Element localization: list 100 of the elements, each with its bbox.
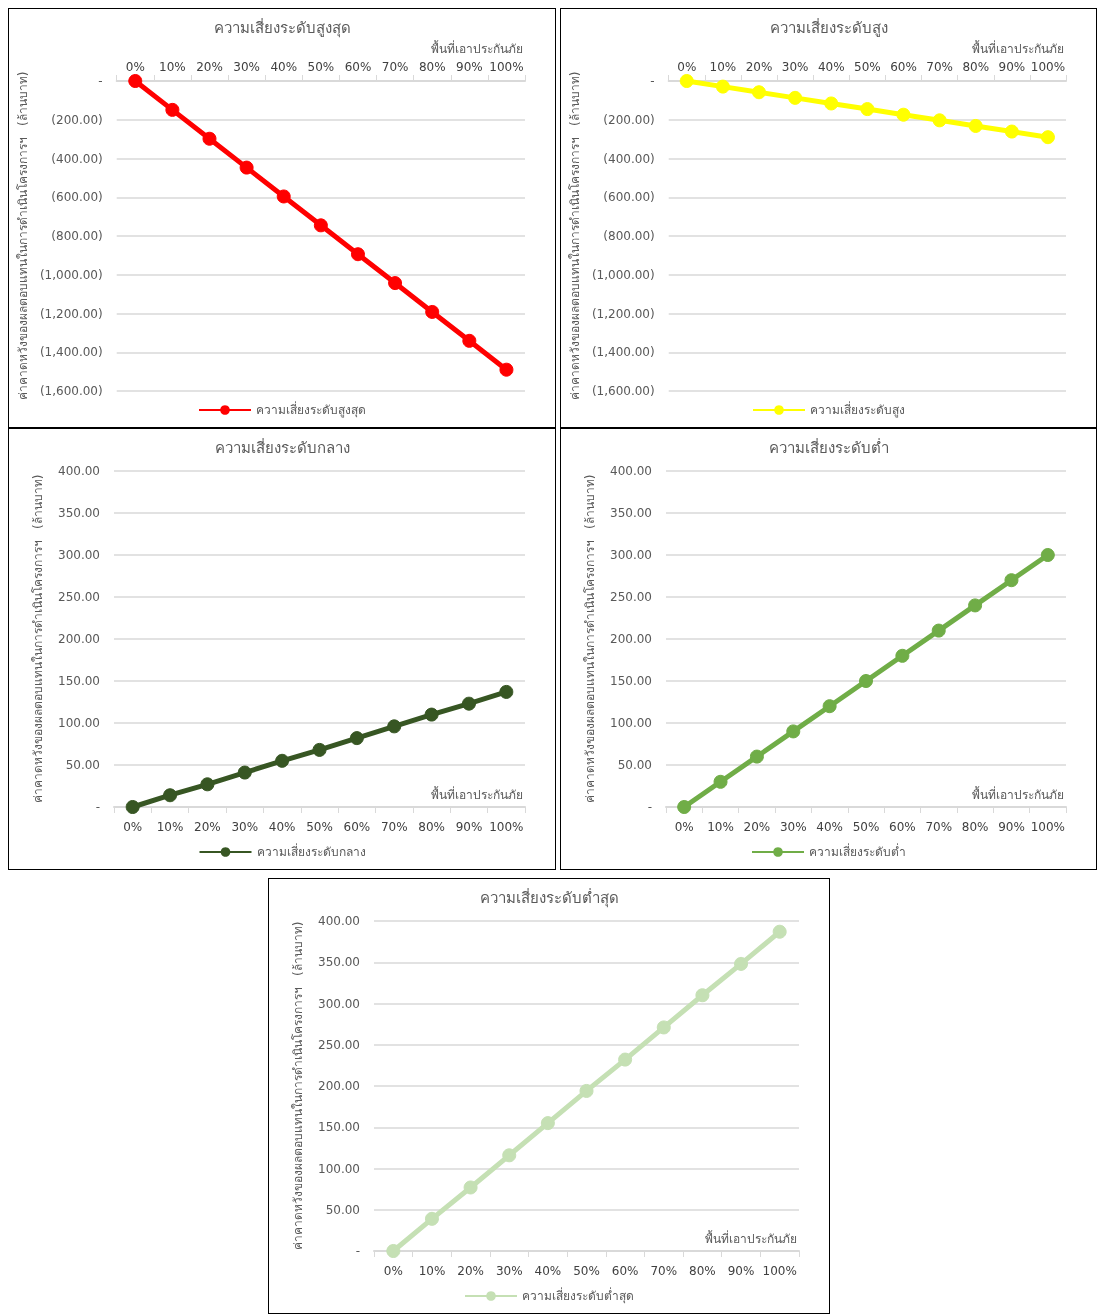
x-tick-label: 100% — [489, 820, 524, 834]
x-tick-label: 70% — [380, 820, 408, 834]
point — [772, 924, 787, 939]
y-tick-label: (600.00) — [51, 190, 103, 205]
x-tick-label: 50% — [306, 820, 333, 834]
point — [860, 102, 875, 117]
point — [313, 218, 328, 233]
y-tick-label: 300.00 — [58, 548, 100, 562]
legend-label: ความเสี่ยงระดับต่ำสุด — [522, 1287, 634, 1304]
point — [350, 247, 365, 262]
legend-label: ความเสี่ยงระดับกลาง — [256, 843, 366, 859]
x-tick-label: 70% — [925, 820, 953, 834]
point — [931, 623, 946, 638]
point — [424, 707, 439, 722]
point — [388, 276, 403, 291]
point — [859, 674, 873, 688]
y-tick-label: 250.00 — [318, 1037, 360, 1052]
x-tick-label: 20% — [745, 60, 773, 74]
point — [677, 800, 692, 814]
x-tick-label: 100% — [762, 1264, 797, 1278]
point — [386, 1244, 401, 1258]
chart-title: ความเสี่ยงระดับต่ำ — [768, 436, 889, 457]
y-tick-label: 100.00 — [318, 1161, 360, 1176]
y-tick-label: (400.00) — [603, 151, 655, 166]
y-axis-title: ค่าคาดหวังของผลตอบแทนในการดำเนินโครงการฯ (ล้านบาท) — [583, 474, 597, 804]
x-tick-label: 80% — [418, 820, 445, 834]
point — [237, 765, 252, 780]
y-tick-label: 150.00 — [610, 674, 652, 688]
x-tick-label: 30% — [779, 820, 807, 834]
point — [1040, 130, 1055, 145]
y-tick-label: 250.00 — [58, 590, 100, 604]
x-tick-label: 30% — [495, 1264, 523, 1278]
x-tick-label: 60% — [611, 1264, 639, 1278]
x-tick-label: 60% — [890, 60, 917, 74]
y-tick-label: (600.00) — [603, 190, 655, 205]
y-tick-label: 50.00 — [65, 758, 100, 772]
x-tick-label: 80% — [689, 1264, 716, 1278]
x-tick-label: 30% — [233, 60, 260, 74]
legend-label: ความเสี่ยงระดับต่ำ — [809, 843, 906, 859]
y-tick-label: (1,000.00) — [591, 267, 655, 282]
x-tick-label: 80% — [418, 60, 446, 74]
y-tick-label: 150.00 — [318, 1120, 360, 1135]
y-tick-label: 350.00 — [610, 506, 652, 520]
point — [788, 90, 803, 105]
point — [695, 988, 710, 1003]
y-tick-label: - — [98, 74, 103, 88]
x-tick-label: 80% — [962, 60, 990, 74]
y-tick-label: 100.00 — [610, 716, 652, 730]
point — [734, 956, 749, 971]
point — [895, 648, 910, 663]
chart-title: ความเสี่ยงระดับต่ำสุด — [479, 886, 619, 908]
x-tick-label: 30% — [231, 820, 259, 834]
point — [163, 788, 178, 803]
y-tick-label: (800.00) — [603, 229, 655, 243]
point — [200, 777, 215, 792]
x-tick-label: 80% — [961, 820, 989, 834]
x-tick-label: 70% — [926, 60, 953, 74]
point — [239, 160, 254, 175]
x-tick-label: 0% — [123, 820, 143, 834]
y-tick-label: 200.00 — [318, 1079, 360, 1093]
x-tick-label: 10% — [709, 60, 737, 74]
y-tick-label: 350.00 — [58, 506, 100, 520]
point — [202, 131, 217, 146]
x-tick-label: 50% — [852, 820, 880, 834]
point — [125, 800, 140, 814]
point — [822, 699, 837, 714]
point — [749, 749, 764, 764]
y-axis-title: ค่าคาดหวังของผลตอบแทนในการดำเนินโครงการฯ (ล้านบาท) — [291, 921, 305, 1251]
point — [499, 362, 514, 377]
x-tick-label: 90% — [727, 1264, 755, 1278]
chart-title: ความเสี่ยงระดับกลาง — [214, 436, 350, 457]
x-tick-label: 20% — [194, 820, 221, 834]
legend-label: ความเสี่ยงระดับสูง — [810, 401, 905, 418]
y-tick-label: (1,200.00) — [39, 306, 103, 321]
point — [1004, 573, 1019, 588]
x-tick-label: 10% — [156, 820, 184, 834]
point — [463, 1180, 478, 1195]
point — [1040, 548, 1055, 562]
y-tick-label: 150.00 — [58, 674, 100, 688]
point — [540, 1116, 555, 1131]
point — [349, 731, 364, 746]
y-tick-label: (800.00) — [51, 229, 103, 243]
point — [713, 774, 728, 789]
point — [968, 598, 983, 613]
y-tick-label: - — [355, 1244, 360, 1258]
y-tick-label: - — [95, 800, 100, 814]
y-tick-label: 400.00 — [318, 914, 360, 928]
point — [579, 1083, 594, 1098]
x-axis-title: พื้นที่เอาประกันภัย — [705, 1230, 797, 1246]
x-tick-label: 70% — [381, 60, 409, 74]
x-tick-label: 90% — [455, 820, 483, 834]
y-tick-label: 200.00 — [58, 632, 100, 646]
x-tick-label: 60% — [343, 820, 371, 834]
x-tick-label: 90% — [455, 60, 483, 74]
legend-label: ความเสี่ยงระดับสูงสุด — [256, 401, 366, 418]
point — [618, 1052, 633, 1067]
point — [896, 107, 911, 122]
x-tick-label: 10% — [707, 820, 734, 834]
y-tick-label: 50.00 — [325, 1202, 360, 1217]
x-tick-label: 100% — [1030, 60, 1066, 74]
